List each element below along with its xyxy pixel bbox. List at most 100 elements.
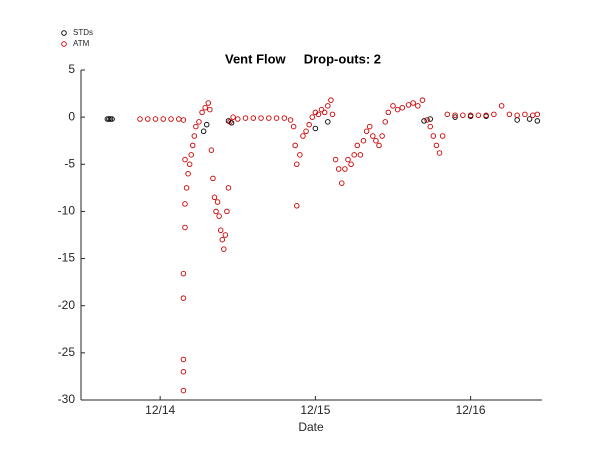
point (193, 123, 199, 130)
point (210, 175, 216, 182)
point (452, 112, 458, 119)
point (186, 161, 193, 168)
point (137, 116, 143, 122)
y-tick-label: -20 (58, 298, 76, 312)
legend-label: STDs (73, 28, 93, 37)
point (475, 112, 482, 119)
point (318, 106, 325, 113)
point (180, 270, 187, 277)
point (258, 115, 264, 121)
point (168, 116, 174, 122)
point (360, 137, 367, 144)
point (191, 133, 198, 139)
point (180, 295, 187, 301)
y-tick-label: 5 (68, 62, 75, 76)
point (335, 166, 342, 172)
point (390, 103, 396, 109)
point (491, 111, 497, 118)
point (180, 387, 187, 394)
point (415, 103, 421, 109)
point (216, 213, 222, 219)
point (221, 246, 227, 252)
point (214, 199, 221, 205)
point (332, 156, 339, 163)
point (410, 100, 416, 106)
point (421, 118, 427, 124)
point (180, 356, 187, 363)
x-axis-label: Date (298, 420, 324, 434)
point (399, 104, 406, 111)
point (250, 115, 257, 121)
point (287, 117, 294, 123)
x-tick-label: 12/14 (145, 403, 175, 417)
point (219, 236, 225, 243)
point (514, 112, 520, 119)
point (266, 115, 272, 121)
point (202, 104, 208, 111)
point (419, 97, 426, 103)
point (467, 112, 474, 119)
y-tick-label: -5 (64, 156, 75, 170)
legend-marker (61, 30, 67, 36)
point (203, 121, 210, 128)
point (394, 106, 401, 113)
point (328, 97, 334, 103)
point (348, 161, 354, 168)
point (405, 102, 412, 108)
point (498, 103, 505, 109)
point (430, 133, 437, 139)
point (294, 161, 300, 168)
point (385, 109, 392, 116)
x-tick-label: 12/15 (300, 403, 330, 417)
chart-title: Vent Flow Drop-outs: 2 (225, 51, 381, 66)
y-tick-label: -30 (58, 392, 76, 406)
point (281, 115, 288, 121)
point (182, 201, 188, 207)
point (366, 123, 373, 130)
point (185, 170, 191, 177)
point (225, 185, 232, 191)
point (242, 115, 249, 121)
y-tick-label: -25 (58, 345, 76, 359)
point (273, 115, 280, 121)
point (312, 125, 319, 132)
point (207, 106, 213, 113)
point (160, 116, 167, 122)
legend: STDs ATM (61, 28, 93, 48)
x-tick-label: 12/16 (456, 403, 486, 417)
point (444, 111, 451, 118)
point (180, 117, 187, 123)
point (427, 123, 433, 130)
y-tick-label: 0 (68, 109, 75, 123)
point (315, 111, 322, 118)
point (217, 227, 224, 234)
point (436, 150, 443, 156)
point (183, 185, 190, 191)
point (208, 147, 215, 153)
point (382, 119, 388, 125)
point (325, 103, 331, 109)
point (180, 368, 187, 375)
point (109, 116, 115, 122)
point (339, 180, 345, 186)
point (534, 118, 541, 124)
point (188, 152, 194, 158)
point (224, 208, 230, 215)
point (522, 111, 528, 118)
point (325, 119, 331, 125)
point (321, 109, 328, 116)
legend-marker (61, 41, 67, 47)
point (182, 224, 188, 231)
point (190, 142, 196, 149)
point (433, 142, 440, 149)
point (227, 119, 233, 125)
point (292, 142, 298, 149)
point (354, 142, 361, 149)
point (294, 203, 300, 209)
point (483, 112, 489, 119)
point (205, 100, 212, 106)
point (235, 116, 241, 122)
point (199, 109, 205, 116)
point (351, 152, 357, 158)
